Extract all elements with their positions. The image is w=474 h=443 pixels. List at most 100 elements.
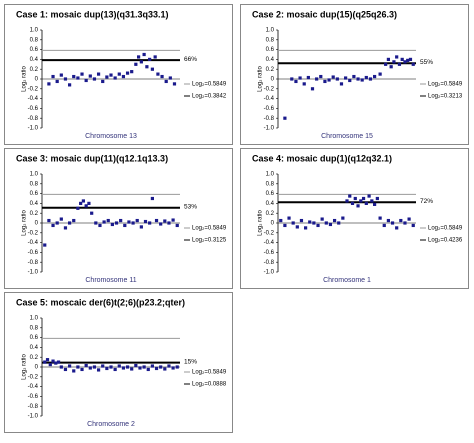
y-tick-label: 1.0: [30, 28, 39, 34]
y-tick-label: -0.4: [264, 96, 275, 102]
x-axis-title: Chromosome 11: [85, 277, 136, 284]
data-point: [137, 55, 141, 59]
y-tick-label: 0: [271, 221, 275, 227]
data-point: [81, 199, 85, 203]
data-point: [367, 194, 371, 198]
data-point: [403, 221, 407, 225]
data-point: [102, 220, 106, 224]
y-tick-label: -0.2: [28, 230, 39, 236]
data-point: [47, 82, 51, 86]
data-point: [323, 79, 327, 84]
y-axis-title: Log₂ ratio: [258, 66, 264, 92]
data-point: [119, 218, 123, 223]
chart-title: Case 2: mosaic dup(15)(q25q26.3): [252, 9, 397, 19]
y-tick-label: 0.8: [30, 37, 39, 43]
data-point: [55, 221, 59, 225]
data-point: [109, 73, 113, 77]
data-point: [345, 199, 349, 203]
data-point: [123, 223, 127, 228]
data-point: [146, 367, 150, 372]
data-point: [88, 74, 92, 78]
data-point: [163, 367, 167, 371]
annotation: 55%: [420, 59, 433, 66]
data-point: [390, 221, 395, 225]
data-point: [125, 365, 130, 369]
data-point: [130, 367, 134, 371]
data-point: [403, 60, 407, 64]
data-point: [159, 222, 163, 226]
data-point: [315, 77, 319, 81]
data-point: [341, 216, 345, 220]
data-point: [84, 204, 88, 208]
y-tick-label: 0.8: [30, 181, 39, 187]
data-point: [55, 79, 59, 84]
data-point: [395, 55, 399, 59]
x-axis-title: Chromosome 15: [321, 133, 373, 140]
data-point: [279, 218, 283, 223]
y-tick-label: -0.2: [264, 86, 275, 92]
data-point: [312, 221, 316, 225]
data-point: [335, 77, 339, 81]
y-tick-label: 0.6: [30, 47, 39, 53]
data-point: [113, 367, 117, 372]
y-tick-label: -0.2: [264, 230, 275, 236]
data-point: [168, 76, 172, 80]
legend-label: Log₂=0.5849: [428, 82, 463, 88]
x-axis-title: Chromosome 13: [85, 133, 137, 140]
data-point: [121, 366, 126, 370]
data-point: [72, 218, 76, 223]
data-point: [298, 76, 302, 80]
data-point: [131, 221, 135, 225]
data-point: [92, 365, 97, 369]
chart-title: Case 4: mosaic dup(1)(q12q32.1): [252, 153, 392, 163]
data-point: [350, 201, 355, 205]
data-point: [160, 74, 164, 79]
data-point: [142, 365, 146, 369]
panel-border: [240, 4, 469, 145]
legend-label: Log₂=0.3125: [192, 238, 227, 244]
data-point: [406, 58, 410, 62]
data-point: [84, 363, 88, 368]
y-tick-label: 1.0: [30, 172, 39, 178]
y-tick-label: -0.2: [28, 86, 39, 92]
data-point: [306, 75, 310, 80]
data-point: [79, 201, 83, 205]
y-tick-label: -0.8: [264, 116, 275, 122]
data-point: [352, 74, 356, 79]
data-point: [87, 201, 91, 205]
y-tick-label: -0.4: [28, 384, 39, 390]
data-point: [348, 194, 352, 198]
data-point: [98, 223, 102, 228]
data-point: [386, 57, 390, 61]
data-point: [68, 83, 72, 87]
data-point: [76, 76, 80, 80]
data-point: [332, 218, 337, 223]
data-point: [156, 72, 160, 76]
y-tick-label: 0: [35, 77, 39, 83]
legend-label: Log₂=0.3213: [428, 94, 463, 100]
y-tick-label: -1.0: [28, 414, 39, 420]
legend-label: Log₂=0.3842: [192, 94, 227, 100]
data-point: [361, 196, 366, 201]
y-tick-label: -0.4: [28, 96, 39, 102]
data-point: [356, 77, 360, 81]
data-point: [84, 78, 88, 83]
y-tick-label: 0.6: [30, 335, 39, 341]
data-point: [304, 226, 308, 230]
y-tick-label: 0.2: [30, 355, 39, 361]
data-point: [43, 243, 47, 247]
data-point: [56, 360, 61, 364]
data-point: [153, 55, 157, 59]
annotation: 15%: [184, 358, 197, 365]
data-point: [94, 221, 98, 225]
data-point: [59, 217, 63, 221]
data-point: [328, 222, 333, 227]
data-point: [290, 77, 294, 81]
data-point: [360, 78, 364, 82]
y-tick-label: 1.0: [30, 316, 39, 322]
data-point: [105, 366, 109, 371]
data-point: [378, 72, 382, 76]
data-point: [356, 204, 360, 208]
data-point: [320, 217, 324, 221]
data-point: [96, 72, 101, 76]
